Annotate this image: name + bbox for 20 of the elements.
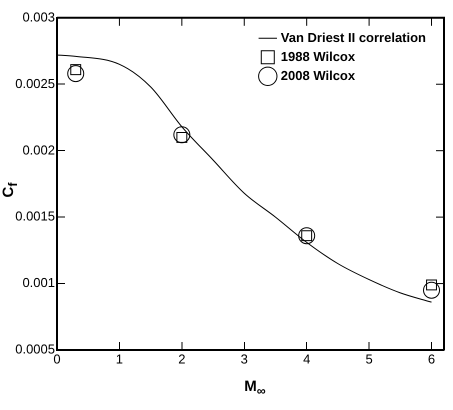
x-tick-label: 3 xyxy=(240,351,248,366)
x-tick-label: 4 xyxy=(303,351,310,366)
point xyxy=(173,126,190,144)
x-axis-title: M$_{∞}$ xyxy=(243,378,267,398)
y-tick-label: 0.0005 xyxy=(15,342,55,357)
legend-label: Van Driest II correlation xyxy=(280,30,426,45)
legend-label: 1988 Wilcox xyxy=(280,48,356,64)
point xyxy=(423,282,440,299)
y-tick-label: 0.001 xyxy=(22,275,55,290)
x-tick-label: 5 xyxy=(365,351,373,366)
x-tick-label: 1 xyxy=(116,351,124,366)
x-tick-label: 6 xyxy=(428,351,436,366)
x-tick-label: 2 xyxy=(178,351,186,366)
legend-label: 2008 Wilcox xyxy=(280,68,356,83)
y-tick-label: 0.0015 xyxy=(15,208,55,224)
point xyxy=(67,65,84,82)
y-tick-label: 0.0025 xyxy=(15,76,55,91)
y-tick-label: 0.002 xyxy=(22,142,55,158)
x-tick-label: 0 xyxy=(53,351,61,366)
y-tick-label: 0.003 xyxy=(22,9,55,24)
